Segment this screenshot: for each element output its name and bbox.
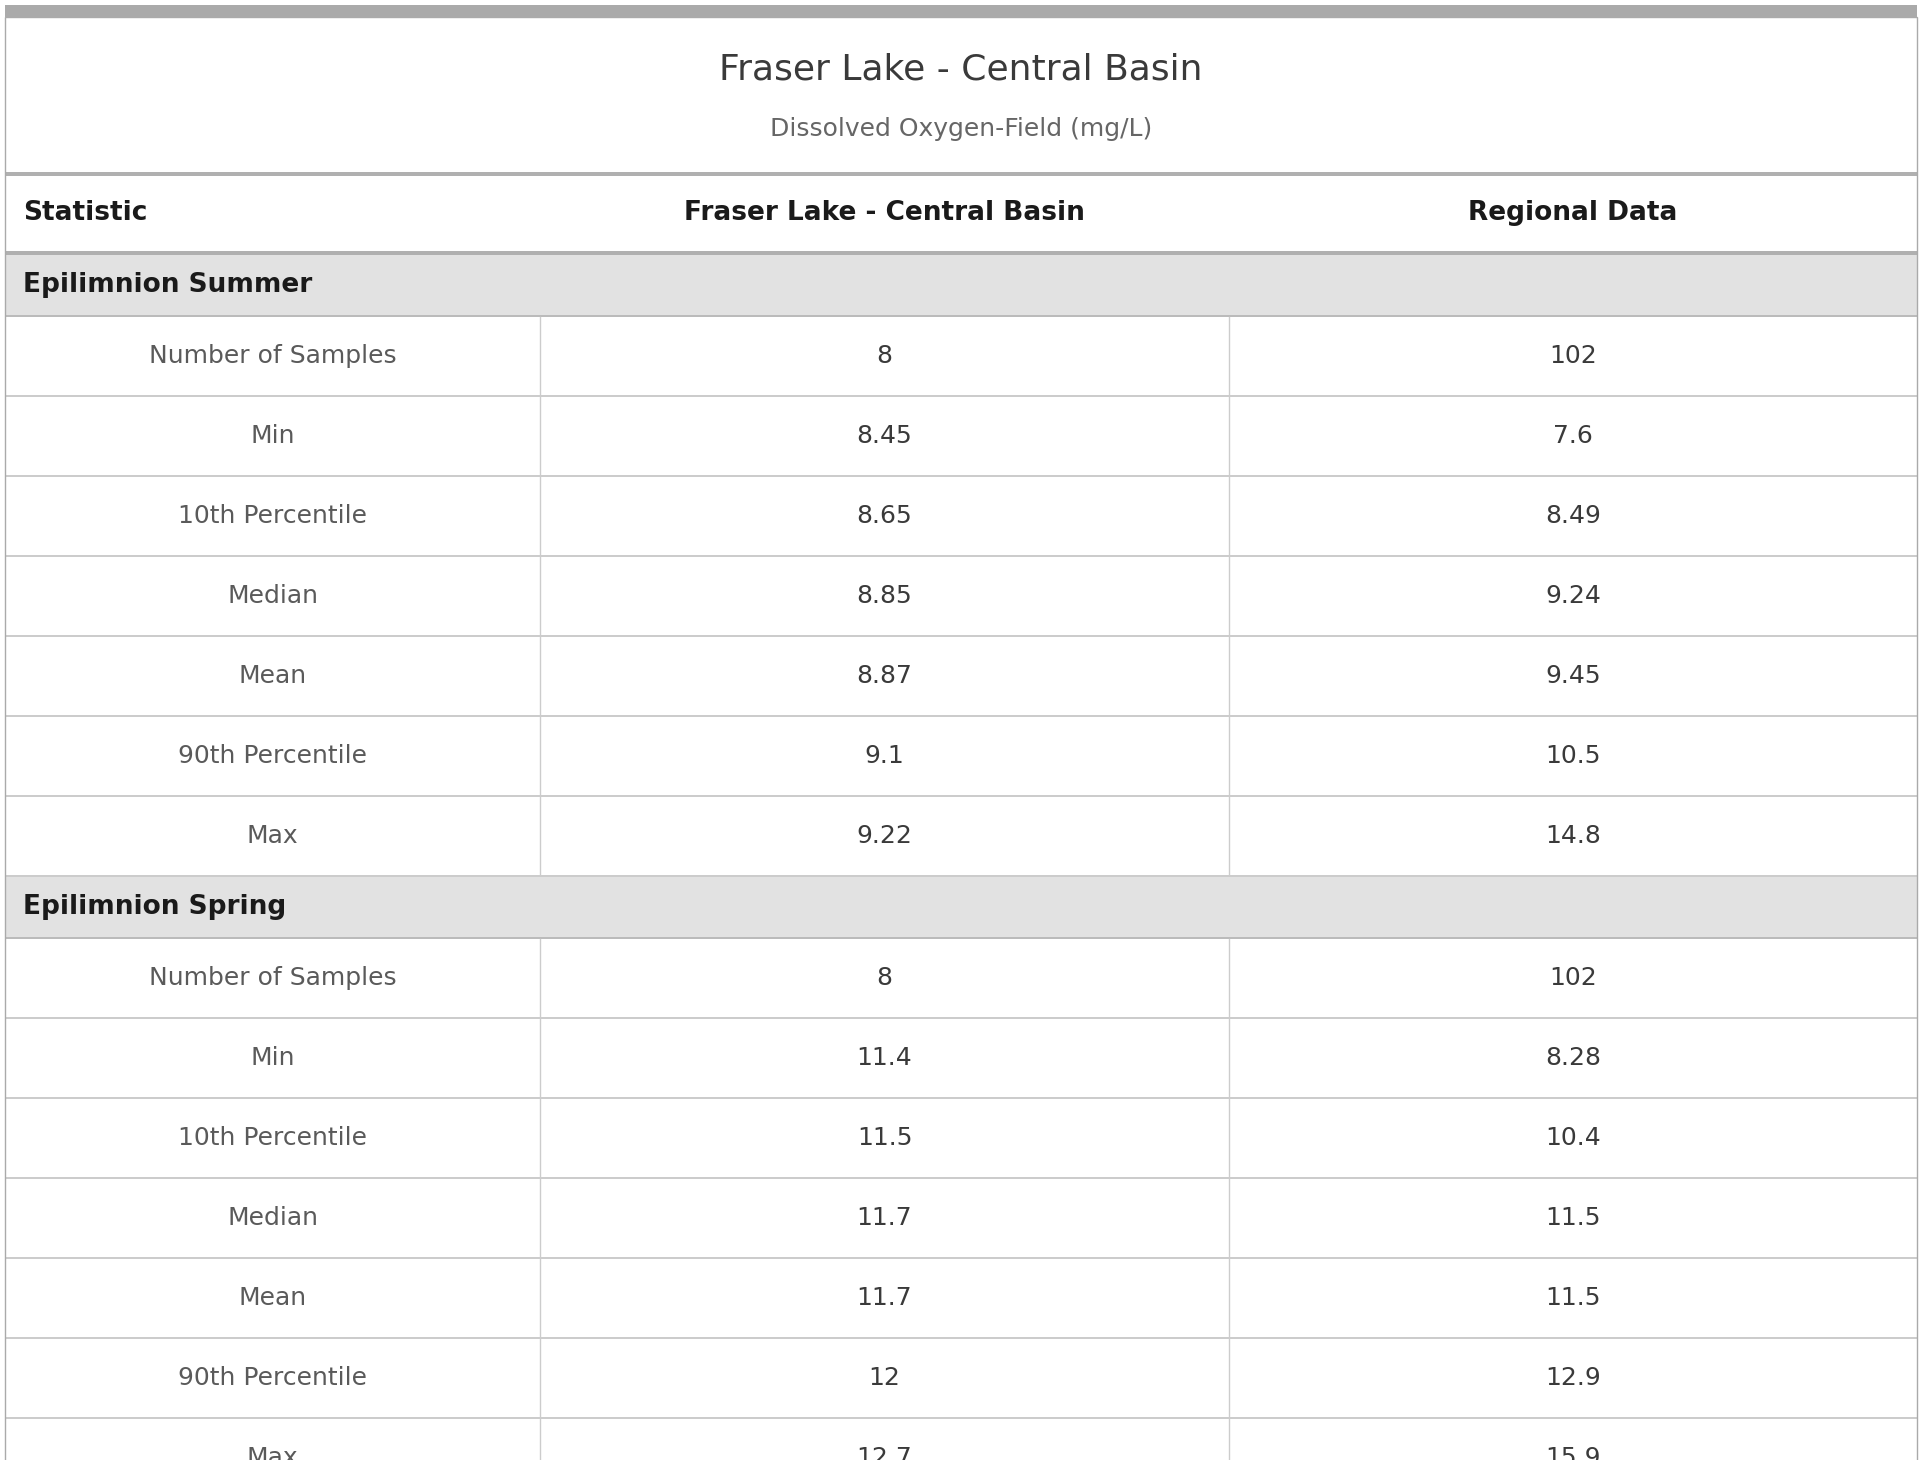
Text: Dissolved Oxygen-Field (mg/L): Dissolved Oxygen-Field (mg/L) — [771, 117, 1151, 142]
Bar — [6, 875, 1916, 877]
Text: 10.5: 10.5 — [1545, 745, 1601, 768]
Bar — [6, 717, 1916, 796]
Text: 8.45: 8.45 — [857, 423, 913, 448]
Bar — [6, 172, 1916, 177]
Text: Epilimnion Spring: Epilimnion Spring — [23, 894, 286, 920]
Bar — [6, 1418, 1916, 1419]
Text: 8: 8 — [876, 345, 892, 368]
Text: 8.85: 8.85 — [857, 584, 913, 607]
Text: 12.9: 12.9 — [1545, 1367, 1601, 1390]
Bar — [6, 317, 1916, 396]
Bar — [6, 1337, 1916, 1339]
Text: 9.45: 9.45 — [1545, 664, 1601, 688]
Text: Max: Max — [246, 823, 298, 848]
Bar — [6, 797, 1916, 875]
Bar — [6, 251, 1916, 255]
Bar — [6, 635, 1916, 637]
Bar — [6, 796, 1916, 797]
Text: 10th Percentile: 10th Percentile — [179, 504, 367, 529]
Bar — [6, 474, 1916, 477]
Text: Number of Samples: Number of Samples — [148, 345, 396, 368]
Text: 90th Percentile: 90th Percentile — [179, 1367, 367, 1390]
Bar — [6, 1099, 1916, 1177]
Bar — [6, 1180, 1916, 1257]
Text: Mean: Mean — [238, 1286, 308, 1310]
Text: Epilimnion Summer: Epilimnion Summer — [23, 272, 311, 298]
Bar — [6, 177, 1916, 251]
Bar — [6, 1019, 1916, 1096]
Bar — [6, 397, 1916, 474]
Bar — [6, 1259, 1916, 1337]
Text: 14.8: 14.8 — [1545, 823, 1601, 848]
Text: 11.7: 11.7 — [857, 1206, 913, 1229]
Text: 12: 12 — [869, 1367, 901, 1390]
Bar — [6, 18, 1916, 172]
Text: Median: Median — [227, 584, 319, 607]
Text: 10th Percentile: 10th Percentile — [179, 1126, 367, 1150]
Bar — [6, 637, 1916, 715]
Text: Min: Min — [250, 423, 294, 448]
Bar — [6, 715, 1916, 717]
Text: 9.24: 9.24 — [1545, 584, 1601, 607]
Bar — [6, 1096, 1916, 1099]
Text: 8.65: 8.65 — [857, 504, 913, 529]
Bar — [6, 555, 1916, 558]
Bar — [6, 315, 1916, 317]
Text: Regional Data: Regional Data — [1468, 200, 1678, 226]
Text: 9.1: 9.1 — [865, 745, 905, 768]
Bar — [6, 255, 1916, 315]
Text: Fraser Lake - Central Basin: Fraser Lake - Central Basin — [684, 200, 1084, 226]
Text: 10.4: 10.4 — [1545, 1126, 1601, 1150]
Text: 102: 102 — [1549, 345, 1597, 368]
Bar — [6, 1257, 1916, 1259]
Text: 8.28: 8.28 — [1545, 1045, 1601, 1070]
Bar — [6, 4, 1916, 18]
Bar — [6, 1419, 1916, 1460]
Text: Min: Min — [250, 1045, 294, 1070]
Text: 8.49: 8.49 — [1545, 504, 1601, 529]
Text: 8.87: 8.87 — [857, 664, 913, 688]
Bar — [6, 937, 1916, 939]
Text: 8: 8 — [876, 967, 892, 990]
Bar — [6, 877, 1916, 937]
Text: 11.5: 11.5 — [1545, 1286, 1601, 1310]
Text: 7.6: 7.6 — [1553, 423, 1593, 448]
Text: 9.22: 9.22 — [857, 823, 913, 848]
Text: 102: 102 — [1549, 967, 1597, 990]
Text: Fraser Lake - Central Basin: Fraser Lake - Central Basin — [719, 53, 1203, 86]
Text: 11.4: 11.4 — [857, 1045, 913, 1070]
Text: 12.7: 12.7 — [857, 1445, 913, 1460]
Text: 90th Percentile: 90th Percentile — [179, 745, 367, 768]
Bar — [6, 477, 1916, 555]
Bar — [6, 939, 1916, 1018]
Bar — [6, 1018, 1916, 1019]
Text: 11.5: 11.5 — [1545, 1206, 1601, 1229]
Bar — [6, 396, 1916, 397]
Bar — [6, 1177, 1916, 1180]
Text: Statistic: Statistic — [23, 200, 148, 226]
Bar — [6, 558, 1916, 635]
Text: Mean: Mean — [238, 664, 308, 688]
Text: 11.5: 11.5 — [857, 1126, 913, 1150]
Text: Number of Samples: Number of Samples — [148, 967, 396, 990]
Text: 15.9: 15.9 — [1545, 1445, 1601, 1460]
Bar — [6, 1339, 1916, 1418]
Text: Max: Max — [246, 1445, 298, 1460]
Text: 11.7: 11.7 — [857, 1286, 913, 1310]
Text: Median: Median — [227, 1206, 319, 1229]
